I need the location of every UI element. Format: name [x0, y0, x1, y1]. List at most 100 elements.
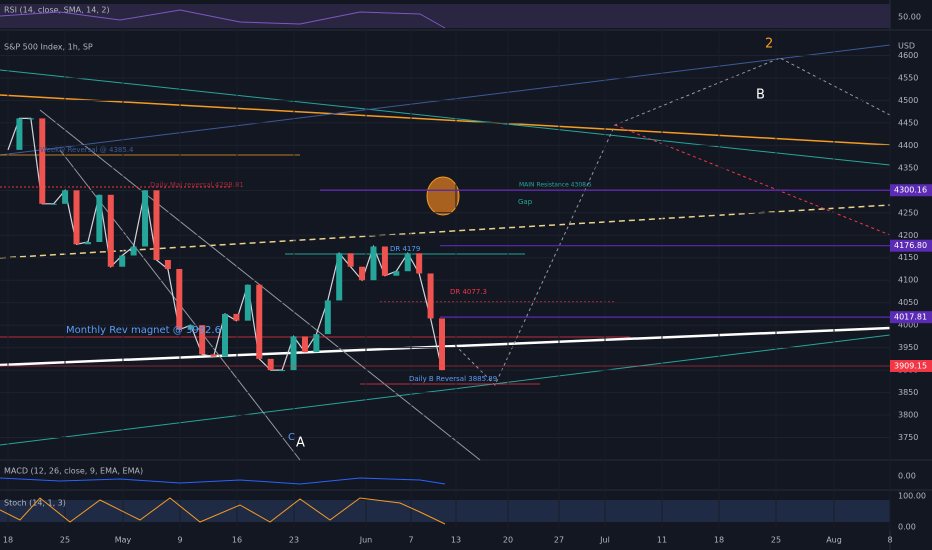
candle — [279, 370, 286, 372]
stoch-band — [0, 500, 890, 522]
candle — [16, 118, 23, 150]
candle — [199, 325, 206, 355]
x-tick-label: 20 — [503, 536, 513, 545]
annotation: A — [296, 436, 305, 451]
x-tick-label: 9 — [177, 536, 182, 545]
x-tick-label: 13 — [451, 536, 461, 545]
macd-line — [0, 477, 446, 485]
trend-line — [0, 69, 891, 166]
y-tick-label: 4100 — [898, 276, 918, 285]
projection — [614, 124, 891, 236]
x-tick-label: May — [115, 536, 132, 545]
annotation: C — [288, 432, 295, 443]
candle — [153, 190, 160, 260]
price-badge-label: 4176.80 — [894, 241, 927, 250]
price-badge — [890, 239, 932, 252]
candle — [439, 318, 445, 371]
candle — [107, 194, 114, 267]
price-badge — [890, 359, 932, 372]
x-tick-label: 18 — [3, 536, 13, 545]
candle — [244, 284, 251, 321]
y-tick-label: 4050 — [898, 298, 918, 307]
stoch-level: 100.00 — [898, 492, 926, 501]
candle — [381, 246, 388, 276]
x-tick-label: 27 — [554, 536, 564, 545]
y-tick-label: 3950 — [898, 343, 918, 352]
annotation: DR 4077.3 — [450, 288, 487, 296]
candle — [233, 313, 240, 321]
candle — [290, 336, 297, 371]
annotation: Daily Maj reversal 4298.81 — [150, 181, 244, 189]
y-tick-label: 4000 — [898, 321, 918, 330]
y-tick-label: 3750 — [898, 433, 918, 442]
candle — [142, 190, 149, 247]
annotation: Daily B Reversal 3885.89 — [409, 375, 497, 383]
y-tick-label: 3800 — [898, 411, 918, 420]
y-tick-label: 4200 — [898, 231, 918, 240]
highlight — [426, 176, 460, 216]
y-tick-label: 4550 — [898, 73, 918, 82]
price-badge-label: 4300.16 — [894, 186, 927, 195]
trend-line — [0, 334, 891, 446]
candle — [301, 336, 308, 353]
candle — [119, 255, 126, 267]
candle — [62, 190, 69, 204]
candle — [210, 354, 217, 357]
price-badge-label: 4017.81 — [894, 313, 927, 322]
x-tick-label: Jul — [599, 536, 610, 545]
candle — [27, 118, 34, 120]
x-tick-label: 23 — [289, 536, 299, 545]
x-tick-label: 8 — [887, 536, 892, 545]
candle — [370, 246, 377, 281]
price-badge — [890, 311, 932, 324]
candle — [347, 253, 354, 267]
candle — [359, 266, 366, 281]
y-tick-label: 4400 — [898, 141, 918, 150]
price-badge-label: 3909.15 — [894, 361, 927, 370]
candle — [267, 358, 274, 371]
x-tick-label: 18 — [714, 536, 724, 545]
y-tick-label: 4500 — [898, 96, 918, 105]
macd-level: 0.00 — [898, 472, 916, 481]
stoch-line — [0, 497, 446, 525]
legend-rsi: RSI (14, close, SMA, 14, 2) — [4, 6, 110, 15]
legend-symbol: S&P 500 Index, 1h, SP — [4, 43, 93, 52]
rsi-level: 50.00 — [898, 13, 921, 22]
y-tick-label: 4150 — [898, 253, 918, 262]
candle — [73, 190, 80, 245]
candle — [324, 300, 331, 335]
x-tick-label: 11 — [657, 536, 667, 545]
x-tick-label: Aug — [826, 536, 842, 545]
annotation: 2 — [765, 37, 773, 52]
x-tick-label: 7 — [408, 536, 413, 545]
x-tick-label: Jun — [359, 536, 373, 545]
rsi-band — [0, 4, 890, 28]
candle — [39, 118, 46, 204]
candle — [84, 242, 91, 245]
annotation: DR 4179 — [390, 245, 420, 253]
annotation: Weekly Reversal @ 4385.4 — [40, 146, 134, 154]
x-tick-label: 25 — [60, 536, 70, 545]
price-badge — [890, 184, 932, 197]
y-tick-label: 4600 — [898, 51, 918, 60]
y-tick-label: 4250 — [898, 208, 918, 217]
candle — [222, 313, 228, 357]
candle — [416, 253, 423, 274]
y-tick-label: 4450 — [898, 118, 918, 127]
candle — [130, 246, 137, 256]
axis-unit: USD — [898, 42, 915, 51]
candle — [50, 203, 57, 205]
stoch-level: 0.00 — [898, 523, 916, 532]
annotation: MAIN Resistance 4308.5 — [519, 182, 592, 189]
legend-macd: MACD (12, 26, close, 9, EMA, EMA) — [4, 467, 143, 476]
candle — [164, 259, 171, 269]
x-tick-label: 16 — [232, 536, 242, 545]
price-plot — [0, 117, 890, 372]
annotation: Monthly Rev magnet @ 3992.6 — [66, 325, 221, 336]
y-tick-label: 3850 — [898, 388, 918, 397]
candle — [336, 253, 343, 301]
y-tick-label: 4350 — [898, 163, 918, 172]
candle — [313, 334, 320, 353]
price-line — [7, 117, 443, 371]
